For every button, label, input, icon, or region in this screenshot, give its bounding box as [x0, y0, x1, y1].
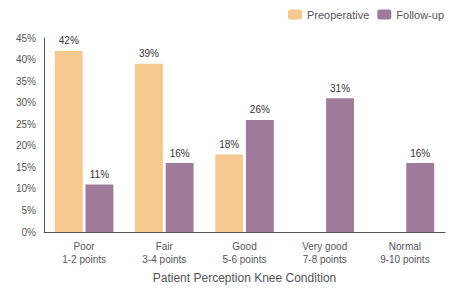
svg-text:Patient Perception Knee Condit: Patient Perception Knee Condition: [153, 271, 336, 285]
svg-text:7-8 points: 7-8 points: [303, 254, 347, 265]
svg-text:18%: 18%: [219, 139, 239, 150]
svg-text:Fair: Fair: [156, 241, 174, 252]
svg-text:26%: 26%: [250, 104, 270, 115]
svg-text:Very good: Very good: [302, 241, 347, 252]
svg-text:11%: 11%: [90, 169, 109, 180]
svg-text:25%: 25%: [16, 119, 36, 130]
svg-text:15%: 15%: [16, 162, 36, 173]
svg-text:42%: 42%: [59, 35, 79, 46]
svg-text:0%: 0%: [22, 227, 37, 238]
svg-text:16%: 16%: [410, 148, 430, 159]
svg-text:5-6 points: 5-6 points: [223, 254, 267, 265]
svg-text:16%: 16%: [170, 148, 190, 159]
svg-text:Poor: Poor: [74, 241, 96, 252]
svg-text:5%: 5%: [22, 205, 37, 216]
svg-text:31%: 31%: [330, 83, 350, 94]
svg-text:20%: 20%: [16, 140, 36, 151]
svg-text:Normal: Normal: [389, 241, 421, 252]
svg-text:40%: 40%: [16, 54, 36, 65]
svg-text:45%: 45%: [16, 33, 36, 44]
svg-text:35%: 35%: [16, 76, 36, 87]
svg-text:39%: 39%: [139, 48, 159, 59]
svg-text:Follow-up: Follow-up: [396, 9, 444, 21]
svg-text:30%: 30%: [16, 97, 36, 108]
svg-text:Preoperative: Preoperative: [307, 9, 369, 21]
svg-text:3-4 points: 3-4 points: [142, 254, 186, 265]
svg-text:1-2 points: 1-2 points: [62, 254, 106, 265]
svg-text:10%: 10%: [16, 183, 36, 194]
svg-text:9-10 points: 9-10 points: [380, 254, 429, 265]
svg-text:Good: Good: [232, 241, 256, 252]
